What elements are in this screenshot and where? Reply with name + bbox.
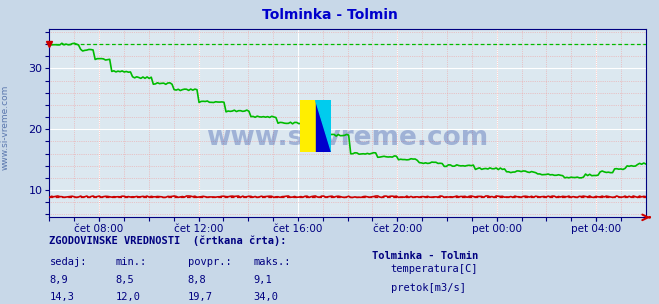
Text: 9,1: 9,1 bbox=[254, 275, 272, 285]
Text: 14,3: 14,3 bbox=[49, 292, 74, 302]
Text: maks.:: maks.: bbox=[254, 257, 291, 267]
Text: 8,5: 8,5 bbox=[115, 275, 134, 285]
Text: www.si-vreme.com: www.si-vreme.com bbox=[1, 85, 10, 170]
Text: 8,8: 8,8 bbox=[188, 275, 206, 285]
Text: sedaj:: sedaj: bbox=[49, 257, 87, 267]
Text: Tolminka - Tolmin: Tolminka - Tolmin bbox=[262, 8, 397, 22]
Text: min.:: min.: bbox=[115, 257, 146, 267]
Polygon shape bbox=[316, 100, 331, 152]
Bar bbox=[300, 100, 316, 152]
Text: temperatura[C]: temperatura[C] bbox=[391, 264, 478, 274]
Text: ZGODOVINSKE VREDNOSTI  (črtkana črta):: ZGODOVINSKE VREDNOSTI (črtkana črta): bbox=[49, 236, 287, 246]
Text: 19,7: 19,7 bbox=[188, 292, 213, 302]
Text: Tolminka - Tolmin: Tolminka - Tolmin bbox=[372, 251, 478, 261]
Text: 34,0: 34,0 bbox=[254, 292, 279, 302]
Bar bbox=[316, 100, 331, 152]
Text: www.si-vreme.com: www.si-vreme.com bbox=[206, 125, 489, 151]
Text: 12,0: 12,0 bbox=[115, 292, 140, 302]
Text: 8,9: 8,9 bbox=[49, 275, 68, 285]
Text: pretok[m3/s]: pretok[m3/s] bbox=[391, 283, 466, 293]
Text: povpr.:: povpr.: bbox=[188, 257, 231, 267]
